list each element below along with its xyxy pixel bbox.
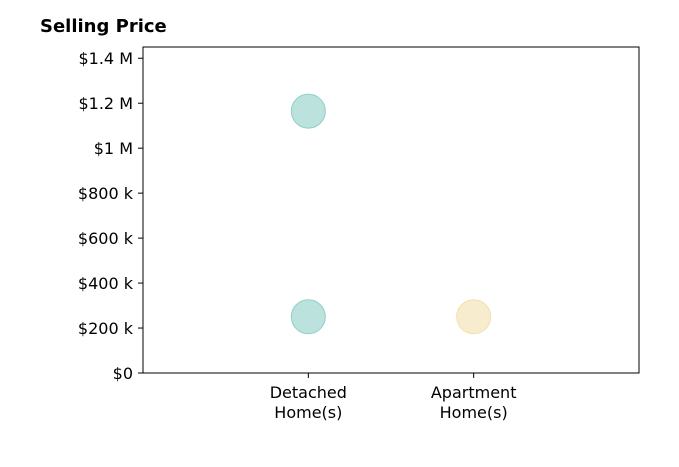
y-tick-label: $0 <box>113 364 133 383</box>
data-point <box>456 299 492 335</box>
data-point <box>290 299 326 335</box>
data-point <box>290 93 326 129</box>
y-tick-label: $800 k <box>78 184 134 203</box>
chart-title: Selling Price <box>40 16 167 37</box>
y-tick-label: $1.4 M <box>78 49 133 68</box>
y-tick-label: $600 k <box>78 229 134 248</box>
y-tick-label: $1.2 M <box>78 94 133 113</box>
y-tick-label: $200 k <box>78 319 134 338</box>
x-tick-label: Detached Home(s) <box>270 383 347 422</box>
y-tick-label: $1 M <box>94 139 133 158</box>
y-tick-label: $400 k <box>78 274 134 293</box>
x-tick-label: Apartment Home(s) <box>431 383 517 422</box>
plot-frame <box>142 46 640 374</box>
